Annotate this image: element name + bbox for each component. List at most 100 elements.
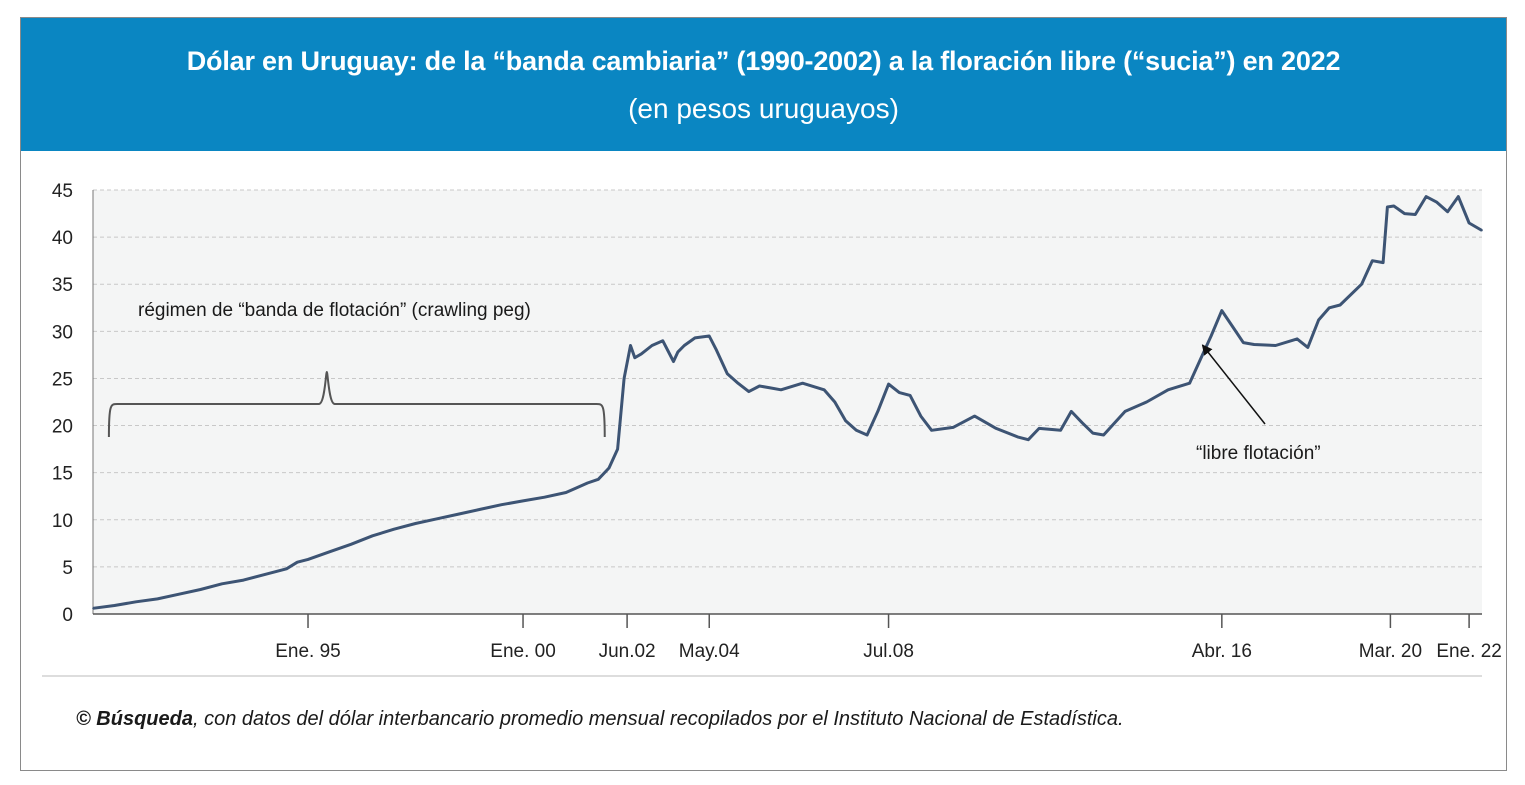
- data-point: [672, 360, 675, 363]
- data-point: [242, 579, 245, 581]
- libre-flotacion-arrow: [1201, 344, 1266, 425]
- y-tick-label: 20: [52, 417, 73, 438]
- data-point: [973, 415, 976, 417]
- data-point: [1457, 195, 1460, 198]
- data-point: [586, 482, 589, 484]
- data-point: [500, 503, 503, 506]
- data-point: [715, 349, 718, 352]
- data-point: [683, 344, 686, 347]
- data-point: [629, 344, 632, 347]
- data-point: [350, 543, 352, 546]
- data-point: [1027, 438, 1030, 441]
- data-point: [1167, 389, 1169, 391]
- data-point: [1403, 212, 1406, 215]
- data-point: [1221, 309, 1223, 312]
- data-point: [780, 389, 782, 391]
- plot-area: [93, 190, 1482, 614]
- data-point: [1231, 325, 1234, 328]
- data-point: [1425, 195, 1427, 198]
- source-name: © Búsqueda: [76, 708, 193, 730]
- data-point: [1038, 427, 1040, 430]
- crawling-peg-label: régimen de “banda de flotación” (crawlin…: [138, 300, 531, 321]
- y-tick-label: 30: [52, 322, 73, 343]
- data-point: [1199, 358, 1202, 361]
- chart-title: Dólar en Uruguay: de la “banda cambiaria…: [186, 46, 1341, 76]
- data-point: [1328, 307, 1331, 309]
- y-tick-label: 25: [52, 369, 73, 390]
- data-point: [1317, 319, 1320, 321]
- data-point: [1016, 436, 1019, 438]
- data-point: [758, 385, 761, 387]
- data-point: [769, 387, 772, 389]
- data-point: [1145, 401, 1148, 403]
- x-tick-label: May.04: [679, 641, 740, 662]
- data-point: [623, 377, 625, 380]
- data-point: [1307, 346, 1309, 349]
- data-point: [930, 429, 933, 432]
- data-point: [285, 568, 288, 570]
- data-point: [708, 335, 710, 337]
- y-tick-label: 15: [52, 464, 73, 485]
- data-point: [1242, 341, 1245, 344]
- data-point: [909, 394, 911, 397]
- y-tick-label: 10: [52, 511, 73, 532]
- data-point: [1188, 382, 1191, 385]
- data-point: [1210, 335, 1212, 337]
- data-point: [1436, 201, 1438, 203]
- source-note: © Búsqueda, con datos del dólar interban…: [76, 708, 1124, 731]
- data-point: [597, 478, 600, 481]
- y-tick-label: 5: [62, 558, 73, 579]
- data-point: [1481, 229, 1483, 232]
- data-point: [1468, 222, 1470, 224]
- y-tick-label: 35: [52, 275, 73, 296]
- data-point: [995, 427, 997, 430]
- data-point: [1393, 205, 1395, 207]
- data-point: [1296, 338, 1298, 340]
- data-point: [543, 496, 546, 499]
- data-point: [662, 340, 664, 342]
- data-point: [1081, 421, 1083, 424]
- data-point: [1070, 410, 1073, 413]
- x-tick-label: Ene. 00: [490, 641, 556, 662]
- data-point: [1382, 261, 1384, 264]
- data-point: [371, 535, 374, 537]
- data-point: [1092, 432, 1094, 434]
- x-tick-label: Mar. 20: [1359, 641, 1422, 662]
- data-point: [608, 467, 610, 469]
- data-point: [920, 415, 922, 417]
- data-point: [855, 429, 858, 432]
- data-point: [651, 344, 653, 347]
- data-point: [952, 426, 954, 429]
- data-point: [823, 389, 825, 391]
- x-tick-label: Jul.08: [863, 641, 914, 662]
- data-point: [199, 588, 202, 591]
- data-point: [737, 382, 739, 385]
- chart-subtitle: (en pesos uruguayos): [628, 93, 899, 124]
- data-point: [1274, 344, 1277, 347]
- y-tick-label: 45: [52, 181, 73, 202]
- x-tick-label: Abr. 16: [1192, 641, 1252, 662]
- data-point: [640, 353, 643, 355]
- data-point: [393, 528, 395, 530]
- data-point: [414, 522, 417, 525]
- data-point: [328, 551, 331, 553]
- data-point: [221, 583, 223, 585]
- data-point: [887, 383, 890, 385]
- data-point: [296, 561, 299, 563]
- data-point: [1446, 210, 1449, 213]
- data-point: [694, 337, 696, 339]
- data-point: [479, 508, 481, 511]
- data-point: [1124, 410, 1126, 413]
- data-point: [1371, 259, 1374, 262]
- data-point: [436, 518, 438, 520]
- data-point: [877, 410, 879, 413]
- y-tick-label: 40: [52, 228, 73, 249]
- chart-header: Dólar en Uruguay: de la “banda cambiaria…: [21, 18, 1506, 151]
- data-point: [898, 391, 901, 394]
- libre-flotacion-label: “libre flotación”: [1196, 443, 1321, 464]
- data-point: [677, 351, 679, 353]
- data-point: [1059, 429, 1062, 432]
- data-point: [92, 607, 94, 610]
- data-point: [178, 593, 180, 595]
- data-point: [307, 558, 309, 561]
